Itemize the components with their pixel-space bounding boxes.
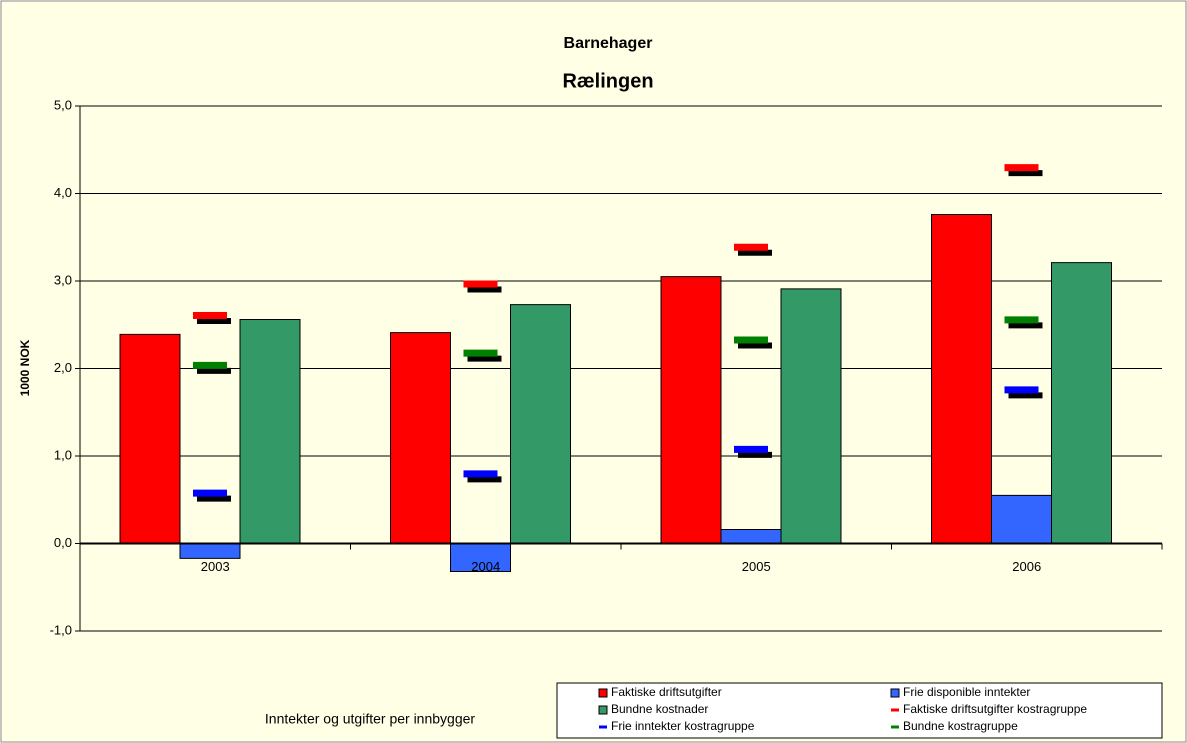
marker-shadow	[1008, 322, 1043, 329]
x-tick-label: 2006	[1012, 559, 1041, 574]
legend-label: Bundne kostnader	[611, 702, 708, 716]
x-tick-label: 2004	[471, 559, 500, 574]
bar	[660, 276, 722, 544]
y-tick-label: -1,0	[50, 622, 72, 637]
chart-subtitle: Rælingen	[562, 70, 653, 92]
marker-shadow	[467, 355, 502, 362]
bar	[720, 529, 782, 544]
legend-swatch	[598, 688, 608, 698]
y-axis-label: 1000 NOK	[18, 339, 32, 396]
legend-swatch	[890, 688, 900, 698]
bar	[1051, 262, 1112, 544]
x-axis-label: Inntekter og utgifter per innbygger	[265, 711, 475, 727]
marker	[463, 349, 498, 357]
marker	[193, 489, 227, 497]
marker-shadow	[467, 286, 502, 293]
legend-swatch	[598, 705, 608, 715]
marker	[1004, 164, 1039, 172]
marker	[193, 312, 227, 319]
marker-shadow	[738, 249, 772, 256]
legend-label: Faktiske driftsutgifter kostragruppe	[903, 702, 1087, 716]
marker	[734, 445, 768, 453]
x-tick-label: 2003	[201, 559, 230, 574]
marker-shadow	[738, 342, 772, 349]
marker-shadow	[197, 495, 231, 502]
bar	[510, 304, 571, 544]
marker-shadow	[1008, 392, 1043, 399]
legend-label: Frie disponible inntekter	[903, 685, 1030, 699]
bar	[390, 332, 451, 544]
legend-label: Frie inntekter kostragruppe	[611, 719, 755, 733]
bar	[991, 494, 1052, 544]
bar	[780, 288, 842, 544]
marker	[734, 336, 768, 344]
bar	[119, 333, 181, 544]
y-tick-label: 0,0	[54, 535, 72, 550]
bar	[239, 319, 301, 544]
legend-swatch	[891, 708, 899, 712]
marker	[734, 243, 768, 251]
legend-box	[556, 682, 1163, 739]
chart-title: Barnehager	[564, 35, 653, 52]
y-tick-label: 1,0	[54, 447, 72, 462]
legend-label: Bundne kostragruppe	[903, 719, 1018, 733]
x-tick-label: 2005	[742, 559, 771, 574]
marker-shadow	[197, 318, 231, 324]
y-tick-label: 2,0	[54, 360, 72, 375]
marker	[1004, 386, 1039, 394]
y-tick-label: 5,0	[54, 97, 72, 112]
marker	[1004, 316, 1039, 324]
marker-shadow	[467, 476, 502, 483]
bar	[179, 543, 241, 559]
bar	[931, 214, 992, 544]
marker-shadow	[1008, 170, 1043, 177]
marker-shadow	[738, 451, 772, 458]
legend-swatch	[599, 725, 607, 729]
marker-shadow	[197, 367, 231, 374]
marker	[193, 361, 227, 369]
y-tick-label: 4,0	[54, 185, 72, 200]
marker	[463, 470, 498, 478]
y-tick-label: 3,0	[54, 272, 72, 287]
legend-swatch	[891, 725, 899, 729]
legend-label: Faktiske driftsutgifter	[611, 685, 722, 699]
marker	[463, 280, 498, 288]
